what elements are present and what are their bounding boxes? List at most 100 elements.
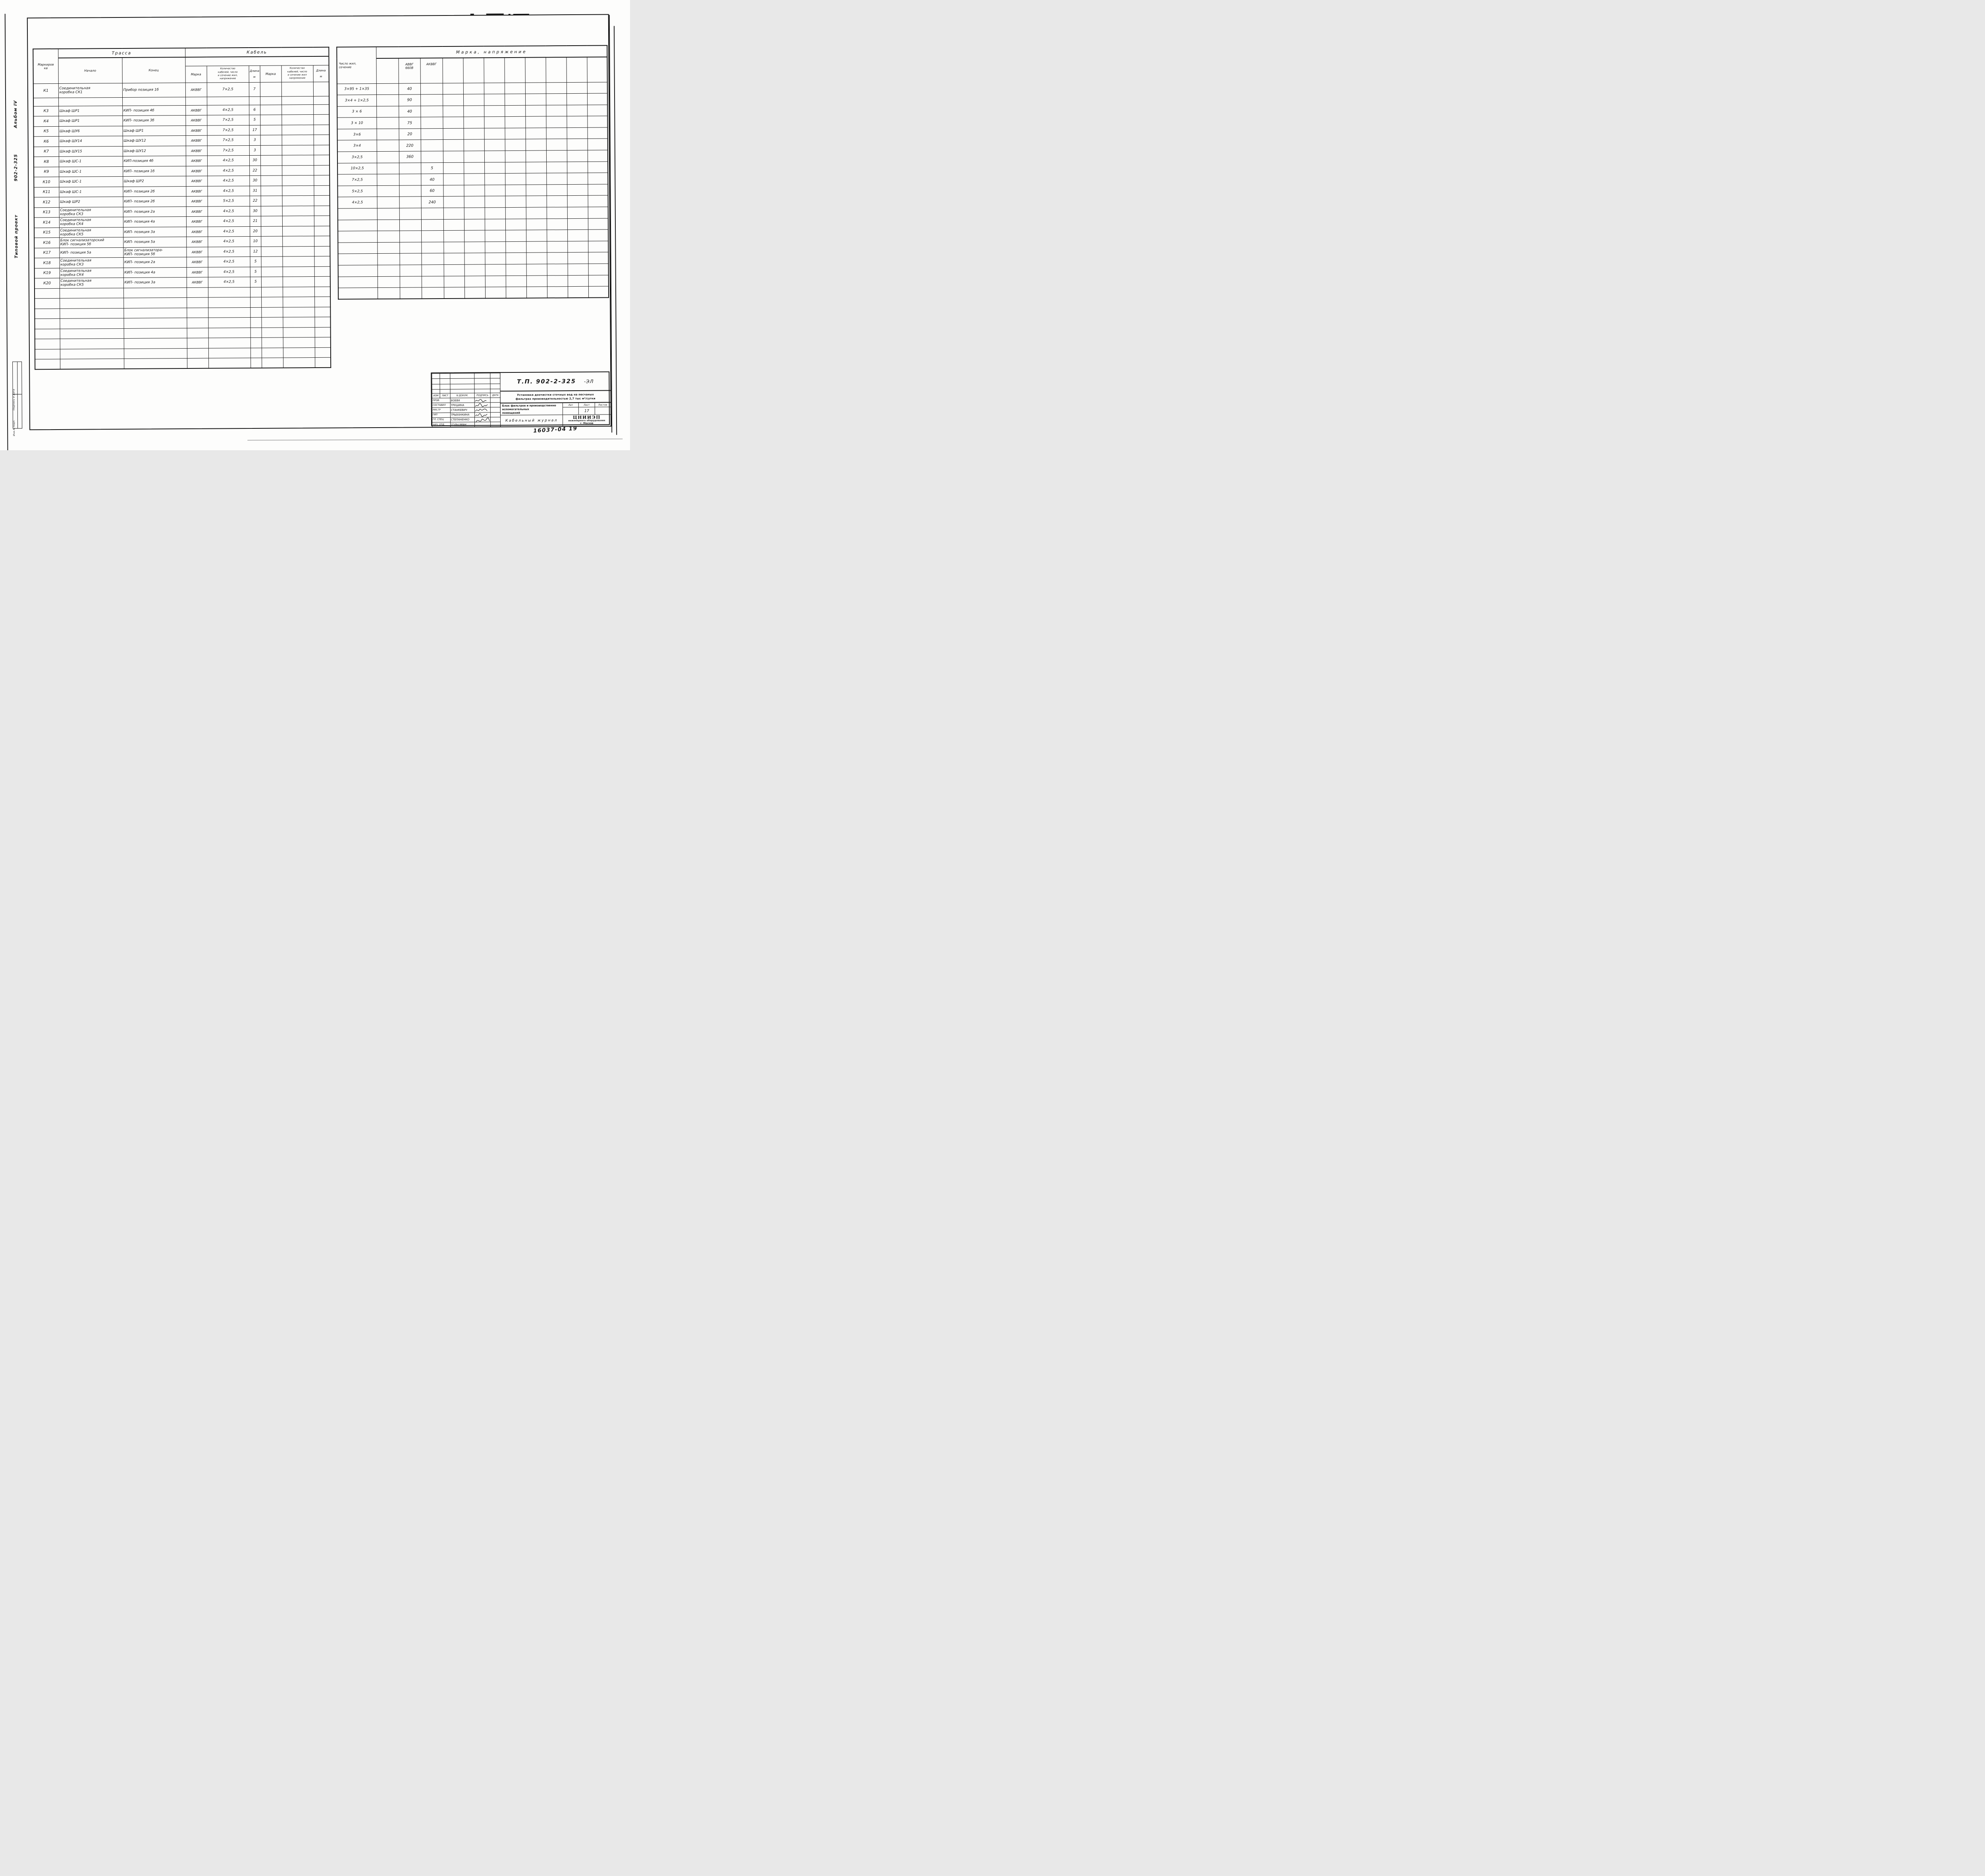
summary-empty-col-header	[587, 57, 607, 82]
cell-empty	[463, 150, 485, 162]
organization-cell: ЦНИИЭП инженерного оборудования г. Москв…	[562, 414, 611, 426]
signature-icon	[476, 417, 490, 422]
cell-len2	[314, 297, 331, 307]
revision-cell-empty	[432, 373, 440, 379]
cell-empty	[464, 287, 486, 299]
cable-row-empty	[35, 357, 331, 370]
cell-len: 3	[249, 145, 260, 156]
margin-box-signature-date: Подпись и дата	[12, 361, 22, 410]
cell-avvg: 40	[399, 106, 421, 118]
cell-brand2	[261, 246, 283, 257]
cell-brand2	[260, 125, 282, 135]
cell-section	[338, 242, 378, 254]
col-header-qty: Количество кабелей, число и сечение жил,…	[206, 66, 249, 83]
cell-empty	[546, 173, 567, 185]
margin-project-number: 902-2-325	[13, 154, 19, 182]
cell-qty: 4×2,5	[208, 236, 250, 247]
cell-brand2	[260, 196, 282, 206]
cell-empty	[443, 287, 465, 299]
cell-len: 5	[250, 256, 261, 267]
cell-empty	[526, 196, 547, 208]
cell-start	[59, 287, 124, 299]
group-header-brand-voltage: Марка, напряжение	[376, 45, 607, 59]
summary-row-empty	[338, 252, 609, 266]
header-cable-spacer	[185, 56, 329, 66]
cell-brand: АКВВГ	[186, 196, 208, 206]
title-block-staff-grid: Изм Лист N докум. Подпись Дата Пров. Боева Сост…	[432, 373, 501, 427]
summary-row-empty	[338, 275, 609, 288]
cell-empty	[464, 207, 485, 219]
cell-avvg: 40	[398, 83, 420, 95]
revision-cell-empty	[474, 384, 491, 389]
cell-len2	[314, 317, 331, 328]
cell-len: 10	[250, 236, 261, 247]
cell-empty	[547, 275, 568, 287]
cell-len2	[314, 175, 330, 186]
cable-row-К1: К1 Соединительная коробка СК1 Прибор позиц…	[33, 81, 330, 98]
staff-role: Нач. отд.	[432, 422, 451, 427]
cell-qty2	[282, 276, 314, 287]
cell-brand2	[260, 216, 283, 226]
cell-section	[338, 287, 378, 299]
cell-qty: 5×2,5	[207, 196, 250, 206]
cell-empty	[485, 276, 506, 287]
cell-section: 3×4 + 1×2,5	[337, 94, 377, 106]
cell-qty2	[282, 175, 314, 186]
cell-empty	[566, 82, 587, 94]
cell-akvvg	[420, 83, 443, 94]
cell-blank	[376, 117, 399, 129]
lit-label: Лит	[563, 403, 579, 408]
cell-empty	[546, 150, 567, 162]
cell-blank	[376, 94, 399, 106]
cell-brand2	[261, 277, 283, 287]
cell-empty	[464, 196, 485, 208]
cell-empty	[546, 116, 567, 128]
cell-end: Шкаф ШУ12	[122, 145, 186, 156]
cell-qty2	[282, 236, 314, 247]
cell-empty	[443, 162, 464, 174]
cell-brand: АКВВГ	[185, 156, 208, 166]
cell-avvg: 360	[399, 151, 421, 163]
staff-row: Гл. спец Степаненко	[432, 417, 501, 422]
cell-qty2	[283, 337, 315, 348]
signature-cell	[474, 412, 491, 417]
cell-empty	[588, 241, 609, 253]
cell-brand: АКВВГ	[186, 257, 208, 267]
cell-mark: К1	[33, 83, 59, 98]
cell-mark: К16	[34, 237, 60, 248]
cell-qty: 7×2,5	[206, 82, 249, 97]
cell-start	[60, 359, 124, 369]
cell-mark: К8	[33, 156, 59, 167]
cell-empty	[443, 253, 464, 265]
cell-len2	[314, 266, 330, 277]
cell-brand2	[261, 337, 283, 348]
cell-qty2	[282, 165, 314, 176]
cell-brand2	[261, 297, 283, 307]
col-header-marking: Маркиров ка	[33, 48, 58, 84]
cell-empty	[505, 150, 526, 162]
cell-empty	[504, 94, 526, 106]
cell-blank	[376, 83, 399, 95]
cell-empty	[567, 150, 588, 162]
cell-empty	[485, 264, 506, 276]
summary-empty-col-header	[463, 58, 484, 83]
cell-akvvg	[420, 139, 443, 151]
cell-qty2	[282, 256, 314, 267]
cell-blank	[377, 276, 400, 288]
cell-empty	[526, 241, 547, 253]
cell-len: 17	[249, 125, 260, 135]
cell-brand: АКВВГ	[185, 145, 207, 156]
col-header-akvvg: АКВВГ	[420, 58, 443, 83]
cell-len2	[314, 246, 330, 256]
cell-empty	[588, 173, 608, 185]
sheets-total	[594, 407, 611, 415]
cell-empty	[546, 196, 567, 207]
date-cell	[490, 402, 501, 408]
cell-blank	[377, 219, 400, 231]
cell-empty	[588, 275, 609, 287]
cell-brand	[187, 348, 209, 359]
cell-len2	[313, 145, 330, 155]
cell-section: 3×2,5	[337, 151, 377, 163]
cell-akvvg: 40	[421, 174, 443, 185]
cell-start: Соединительная коробка СК5	[59, 278, 123, 288]
